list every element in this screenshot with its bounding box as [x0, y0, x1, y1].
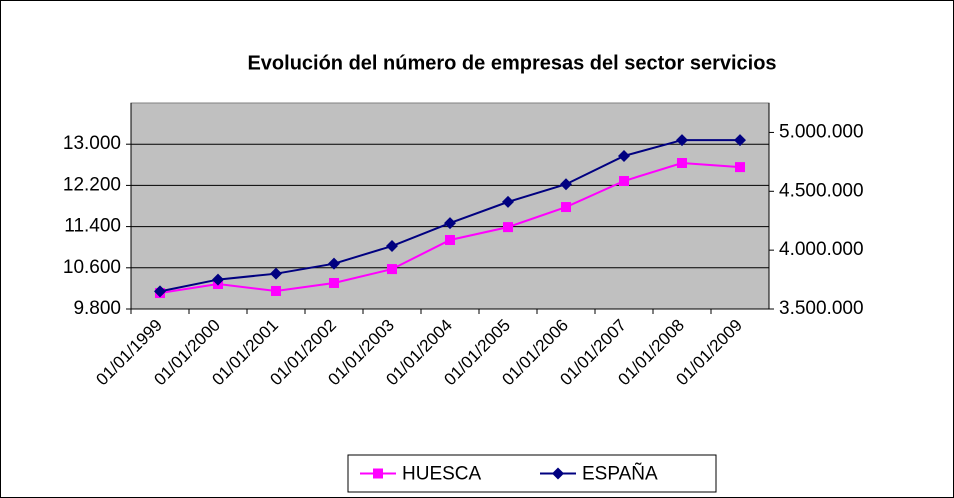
y-tick-label: 12.200: [63, 174, 121, 195]
point: [329, 277, 339, 288]
point: [503, 222, 513, 233]
legend-label: HUESCA: [402, 464, 482, 485]
legend-box: [347, 454, 717, 493]
point: [386, 240, 398, 253]
legend-marker: [552, 467, 564, 480]
point: [444, 217, 456, 230]
point: [271, 285, 281, 296]
y-tick-label: 13.000: [63, 133, 121, 154]
point: [618, 149, 630, 162]
y2-tick-label: 3.500.000: [779, 298, 864, 319]
y-tick-label: 11.400: [64, 216, 121, 237]
y2-tick-label: 5.000.000: [779, 121, 864, 142]
point: [502, 195, 514, 208]
y2-tick-label: 4.000.000: [779, 239, 864, 260]
point: [619, 176, 629, 187]
y2-tick-label: 4.500.000: [779, 180, 864, 201]
point: [560, 178, 572, 191]
point: [676, 134, 688, 147]
y-tick-label: 9.800: [73, 298, 121, 319]
legend-marker: [373, 468, 383, 479]
plot-area: [130, 102, 770, 310]
point: [270, 267, 282, 280]
point: [734, 134, 746, 147]
chart-title: Evolución del número de empresas del sec…: [247, 52, 776, 74]
point: [445, 234, 455, 245]
y-tick-label: 10.600: [63, 257, 121, 278]
point: [154, 285, 166, 298]
point: [328, 257, 340, 270]
point: [677, 157, 687, 168]
point: [561, 202, 571, 213]
point: [735, 162, 745, 173]
legend-label: ESPAÑA: [582, 463, 658, 485]
point: [212, 273, 224, 286]
point: [387, 264, 397, 275]
